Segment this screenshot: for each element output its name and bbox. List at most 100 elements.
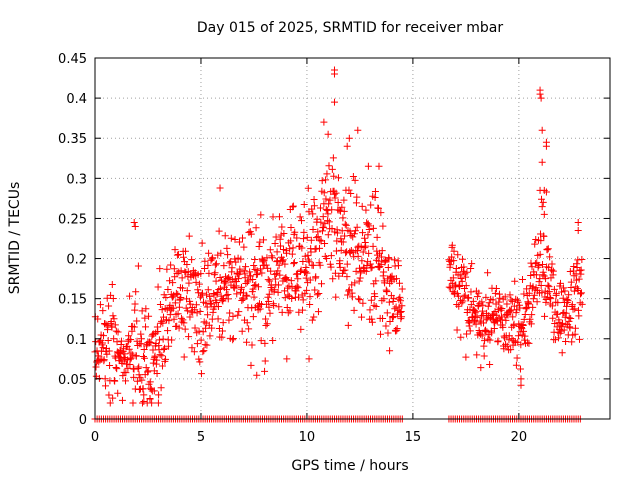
data-point: [182, 247, 190, 255]
data-point: [519, 322, 527, 330]
data-point: [366, 260, 374, 268]
data-point-peak: [324, 130, 332, 138]
data-point: [303, 233, 311, 241]
data-point: [280, 230, 288, 238]
data-point: [325, 162, 333, 170]
data-point: [171, 299, 179, 307]
data-point: [466, 327, 474, 335]
data-point: [318, 280, 326, 288]
data-point: [177, 293, 185, 301]
data-point: [248, 304, 256, 312]
data-point: [102, 321, 110, 329]
data-point: [203, 341, 211, 349]
data-point: [358, 202, 366, 210]
data-point: [276, 242, 284, 250]
data-point: [250, 281, 258, 289]
data-point: [480, 352, 488, 360]
data-point: [204, 286, 212, 294]
data-point: [248, 341, 256, 349]
data-point: [513, 354, 521, 362]
data-point: [351, 176, 359, 184]
data-point: [398, 313, 406, 321]
data-point: [484, 269, 492, 277]
data-point: [276, 271, 284, 279]
data-point: [242, 291, 250, 299]
data-point: [180, 353, 188, 361]
data-point: [131, 306, 139, 314]
data-point: [219, 327, 226, 335]
data-point: [396, 308, 404, 316]
data-point: [213, 298, 221, 306]
data-point-peak: [216, 184, 224, 192]
data-point: [458, 277, 466, 285]
data-point-peak: [536, 90, 544, 98]
data-point: [344, 321, 352, 329]
data-point: [384, 329, 392, 337]
data-point: [244, 276, 252, 284]
data-point: [531, 240, 539, 248]
data-point: [482, 293, 490, 301]
data-point: [537, 237, 545, 245]
data-point: [458, 255, 466, 263]
data-point: [462, 282, 470, 290]
data-point: [194, 286, 202, 294]
data-point: [324, 231, 332, 239]
data-point: [290, 258, 298, 266]
data-point: [479, 307, 486, 315]
data-point: [396, 293, 404, 301]
data-point: [542, 295, 550, 303]
data-point: [198, 289, 206, 297]
data-point: [343, 273, 351, 281]
data-point: [358, 257, 366, 265]
data-point: [377, 260, 385, 268]
x-tick-label: 10: [299, 430, 316, 445]
data-point: [154, 283, 162, 291]
data-point: [472, 320, 480, 328]
data-point: [197, 336, 205, 344]
data-point: [378, 253, 386, 261]
data-point: [142, 323, 150, 331]
data-point: [544, 281, 552, 289]
data-point: [180, 253, 188, 261]
data-point: [334, 198, 342, 206]
data-point: [299, 296, 307, 304]
data-point: [171, 246, 179, 254]
data-point: [551, 336, 559, 344]
data-point: [183, 287, 191, 295]
data-point: [206, 332, 214, 340]
data-point: [341, 232, 349, 240]
data-point: [546, 294, 554, 302]
data-point: [359, 248, 367, 256]
data-point-peak: [330, 70, 338, 78]
data-point: [566, 268, 574, 276]
data-point: [512, 361, 520, 369]
data-point: [397, 297, 405, 305]
data-point: [125, 345, 133, 353]
data-point: [169, 293, 177, 301]
data-point: [98, 339, 106, 347]
data-point: [154, 399, 162, 407]
data-point: [528, 311, 536, 319]
data-point: [288, 250, 296, 258]
data-point: [229, 334, 237, 342]
data-point: [286, 307, 294, 315]
data-point: [532, 271, 540, 279]
data-point: [303, 269, 311, 277]
data-point: [458, 299, 466, 307]
data-point: [333, 229, 341, 237]
data-point: [145, 312, 153, 320]
data-point: [256, 238, 264, 246]
data-point-peak: [330, 98, 338, 106]
data-point: [482, 316, 490, 324]
data-point: [494, 337, 502, 345]
data-point: [257, 337, 265, 345]
data-point: [268, 254, 276, 262]
data-point-peak: [130, 218, 138, 226]
data-point: [178, 274, 186, 282]
data-point: [449, 274, 457, 282]
data-point: [172, 289, 180, 297]
data-point: [149, 359, 157, 367]
data-point: [336, 257, 344, 265]
data-point: [359, 299, 367, 307]
data-point: [521, 311, 529, 319]
